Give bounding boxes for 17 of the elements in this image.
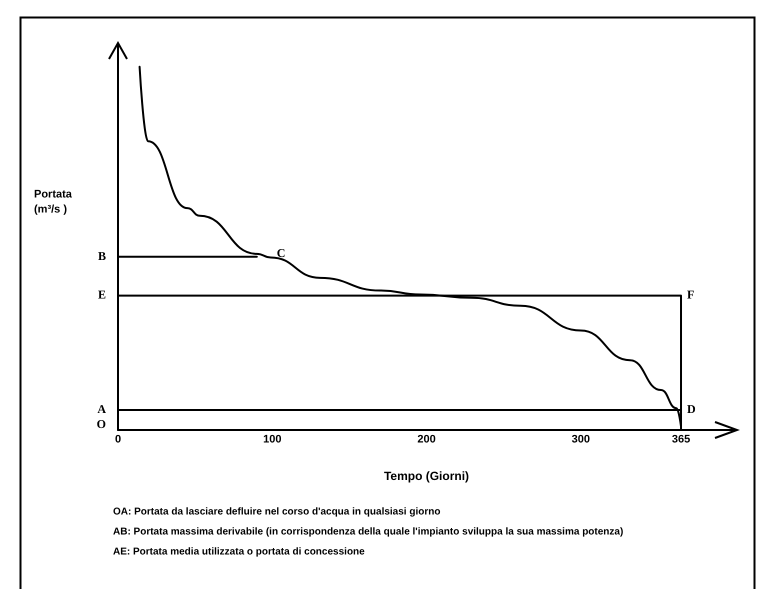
- annotation: E: [98, 288, 106, 302]
- y-axis-title: Portata (m³/s ): [34, 188, 73, 216]
- annotation: C: [276, 246, 286, 260]
- text: O: [96, 417, 106, 431]
- text: OA: Portata da lasciare defluire nel corso d'acqua in qualsiasi giorno: [113, 506, 440, 518]
- x-tick-label: 300: [572, 434, 590, 446]
- annotation: D: [687, 402, 696, 416]
- x-tick-label: 100: [263, 434, 282, 446]
- x-tick-label: 365: [672, 434, 690, 446]
- text: AE: Portata media utilizzata o portata di concessione: [113, 546, 366, 558]
- annotation: F: [687, 288, 694, 302]
- text: AB: Portata massima derivabile (in corrispondenza della quale l'impianto sviluppa la sua massima potenza): [113, 526, 624, 538]
- annotation: B: [98, 248, 106, 263]
- x-tick-label: 0: [114, 434, 122, 446]
- x-tick-label: 200: [417, 434, 436, 446]
- x-axis-title: Tempo (Giorni): [384, 469, 470, 483]
- annotation: A: [97, 402, 106, 416]
